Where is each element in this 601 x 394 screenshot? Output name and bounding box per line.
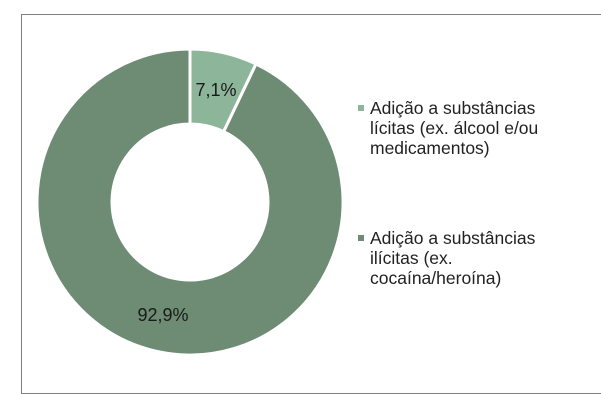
legend-label-ilicitas-line-1: Adição a substâncias bbox=[370, 228, 536, 248]
legend-item-licitas: Adição a substâncias lícitas (ex. álcool… bbox=[358, 98, 538, 158]
legend-label-ilicitas-line-3: cocaína/heroína) bbox=[370, 268, 502, 288]
legend-label-licitas-line-1: Adição a substâncias bbox=[370, 98, 536, 118]
legend-swatch-licitas bbox=[358, 105, 364, 111]
data-label-licitas: 7,1% bbox=[195, 80, 236, 100]
legend-label-licitas-line-3: medicamentos) bbox=[370, 138, 490, 158]
slice-ilicitas bbox=[35, 47, 345, 357]
legend-item-ilicitas: Adição a substâncias ilícitas (ex. cocaí… bbox=[358, 228, 535, 288]
data-label-ilicitas: 92,9% bbox=[137, 305, 188, 325]
legend-label-licitas-line-2: lícitas (ex. álcool e/ou bbox=[370, 118, 539, 138]
data-labels: 7,1% 92,9% bbox=[137, 80, 236, 325]
donut-chart: 7,1% 92,9% bbox=[35, 47, 345, 357]
donut-slices bbox=[35, 47, 345, 357]
legend-label-ilicitas-line-2: ilícitas (ex. bbox=[370, 248, 453, 268]
legend-swatch-ilicitas bbox=[358, 235, 364, 241]
